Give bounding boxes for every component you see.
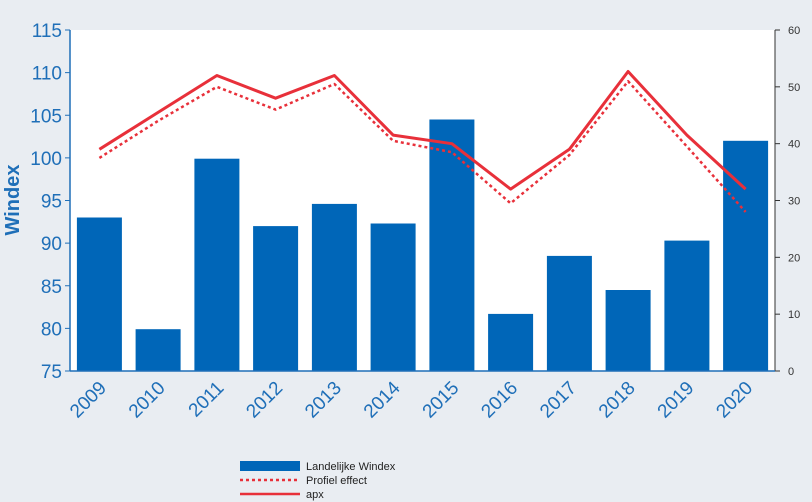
bar-2015 [429, 119, 475, 371]
bar-2012 [253, 226, 299, 371]
x-tick-label: 2017 [536, 378, 581, 423]
legend-swatch-bar [240, 461, 300, 471]
y-tick-label: 75 [41, 362, 62, 383]
legend-label: Landelijke Windex [306, 461, 396, 473]
bar-2019 [664, 240, 710, 371]
x-tick-label: 2018 [595, 378, 640, 423]
line-apx [98, 70, 747, 191]
x-tick-label: 2010 [125, 378, 170, 423]
y2-tick-label: 50 [788, 82, 800, 94]
y-tick-label: 100 [30, 149, 62, 170]
bar-2018 [605, 290, 651, 371]
bar-2014 [370, 223, 416, 371]
legend-label: Profiel effect [306, 475, 367, 487]
x-tick-label: 2020 [712, 378, 757, 423]
x-tick-label: 2019 [654, 378, 699, 423]
y-tick-label: 110 [32, 64, 62, 85]
bar-2020 [723, 140, 769, 371]
bar-2017 [546, 255, 592, 371]
bar-2013 [311, 203, 357, 371]
legend: Landelijke Windex Profiel effect apx [240, 461, 396, 501]
y2-tick-label: 40 [788, 139, 800, 151]
line-profiel-effect [98, 79, 747, 213]
y-tick-label: 85 [41, 277, 62, 298]
x-tick-label: 2011 [185, 378, 229, 422]
y-axis-label: Windex [2, 165, 24, 236]
bar-2016 [488, 313, 534, 371]
y2-tick-label: 10 [788, 309, 800, 321]
y-tick-label: 115 [32, 21, 62, 42]
plot-area [70, 30, 775, 371]
y2-tick-label: 30 [788, 196, 800, 208]
x-tick-label: 2012 [242, 378, 287, 423]
y2-tick-label: 0 [788, 366, 794, 378]
legend-label: apx [306, 489, 324, 501]
bar-2010 [135, 329, 181, 371]
y-tick-label: 105 [30, 106, 62, 127]
y-tick-label: 95 [41, 192, 62, 213]
bar-2011 [194, 158, 240, 371]
y2-tick-label: 60 [788, 25, 800, 37]
x-tick-label: 2013 [301, 378, 346, 423]
x-tick-label: 2009 [66, 378, 111, 423]
y-tick-label: 90 [41, 234, 62, 255]
y2-tick-label: 20 [788, 252, 800, 264]
x-tick-label: 2014 [360, 377, 405, 422]
y-tick-label: 80 [41, 319, 62, 340]
x-tick-label: 2016 [477, 378, 522, 423]
bar-2009 [76, 217, 122, 371]
x-tick-label: 2015 [419, 378, 464, 423]
